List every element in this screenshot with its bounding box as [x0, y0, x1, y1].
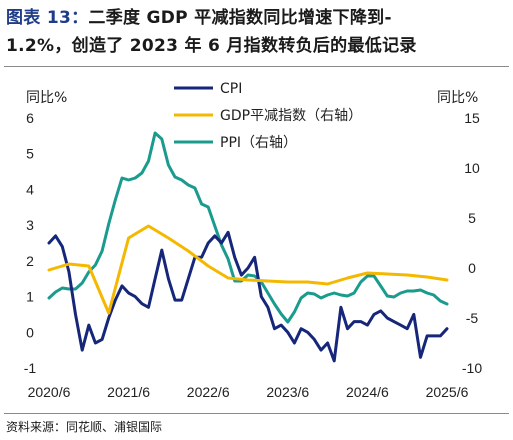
right-axis-tick-label: 15	[464, 110, 480, 126]
x-axis-tick-label: 2021/6	[107, 384, 150, 400]
source-divider	[4, 413, 509, 414]
chart-title-text-1: 二季度 GDP 平减指数同比增速下降到-	[88, 8, 392, 28]
x-axis-tick-label: 2023/6	[266, 384, 309, 400]
right-axis-tick-label: -10	[462, 360, 482, 376]
x-axis-tick-label: 2022/6	[187, 384, 230, 400]
series-line-cpi	[47, 230, 449, 363]
right-axis-tick-label: -5	[466, 310, 479, 326]
title-divider	[4, 66, 509, 67]
series-line-ppi	[47, 131, 449, 324]
legend-label: GDP平减指数（右轴）	[220, 108, 362, 124]
legend-label: CPI	[220, 81, 242, 97]
left-axis-tick-label: 2	[26, 253, 34, 269]
left-axis-label: 同比%	[26, 90, 67, 106]
x-axis-tick-label: 2024/6	[346, 384, 389, 400]
left-axis-tick-label: 5	[26, 146, 34, 162]
right-axis-tick-label: 10	[464, 160, 480, 176]
left-axis-tick-label: 4	[26, 181, 34, 197]
right-axis-tick-label: 5	[468, 210, 476, 226]
chart-title-label: 图表 13：	[6, 8, 89, 28]
source-note: 资料来源：同花顺、浦银国际	[6, 420, 163, 434]
series-line-gdp-deflator	[47, 224, 449, 315]
left-axis-tick-label: 0	[26, 324, 34, 340]
legend: CPI GDP平减指数（右轴） PPI（右轴）	[174, 81, 362, 151]
right-axis-label: 同比%	[437, 90, 478, 106]
left-axis-tick-label: -1	[24, 360, 37, 376]
series-group	[47, 131, 449, 363]
chart-title-line-2: 1.2%，创造了 2023 年 6 月指数转负后的最低记录	[6, 36, 417, 56]
left-axis-tick-label: 3	[26, 217, 34, 233]
left-axis-tick-label: 6	[26, 110, 34, 126]
left-axis-tick-label: 1	[26, 289, 34, 305]
right-axis-tick-label: 0	[468, 260, 476, 276]
legend-label: PPI（右轴）	[220, 135, 297, 151]
chart-title-line-1: 图表 13：二季度 GDP 平减指数同比增速下降到-	[6, 3, 392, 28]
x-axis-tick-label: 2025/6	[426, 384, 469, 400]
x-axis-tick-label: 2020/6	[28, 384, 71, 400]
